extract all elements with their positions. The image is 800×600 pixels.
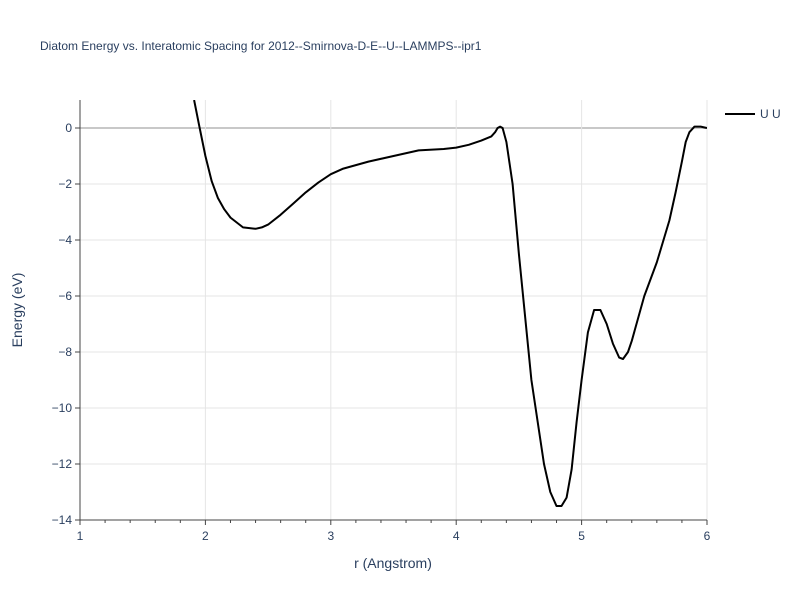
y-tick-label: −2	[58, 177, 72, 191]
y-tick-label: −14	[52, 513, 73, 527]
grid	[80, 100, 708, 521]
y-tick-labels: −14 −12 −10 −8 −6 −4 −2 0	[52, 121, 73, 527]
y-tick-label: −6	[58, 289, 72, 303]
series-line-uu	[193, 100, 707, 507]
x-tick-label: 1	[77, 529, 84, 543]
x-tick-labels: 1 2 3 4 5 6	[77, 529, 711, 543]
chart-title: Diatom Energy vs. Interatomic Spacing fo…	[40, 39, 482, 53]
y-axis-title: Energy (eV)	[9, 273, 25, 348]
axes	[75, 100, 708, 525]
y-tick-label: −8	[58, 345, 72, 359]
legend-label: U U	[760, 107, 781, 121]
y-tick-label: −10	[52, 401, 73, 415]
x-tick-label: 5	[578, 529, 585, 543]
x-tick-label: 3	[327, 529, 334, 543]
legend[interactable]: U U	[725, 107, 781, 121]
x-axis-title: r (Angstrom)	[354, 555, 432, 571]
series-layer	[193, 100, 707, 507]
x-tick-label: 6	[704, 529, 711, 543]
x-tick-label: 4	[453, 529, 460, 543]
y-tick-label: −4	[58, 233, 72, 247]
y-tick-label: −12	[52, 457, 73, 471]
y-tick-label: 0	[65, 121, 72, 135]
x-tick-label: 2	[202, 529, 209, 543]
